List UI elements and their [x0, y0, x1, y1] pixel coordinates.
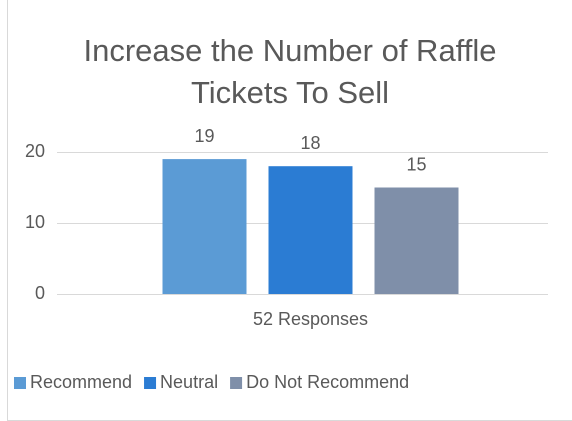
legend-label: Do Not Recommend [246, 372, 409, 392]
data-label: 19 [194, 126, 214, 146]
y-tick-label: 10 [25, 212, 45, 232]
legend-label: Recommend [30, 372, 132, 392]
x-tick-label: 52 Responses [253, 309, 368, 329]
bar [268, 166, 353, 294]
bar [374, 187, 459, 294]
data-label: 15 [406, 154, 426, 174]
chart-title: Increase the Number of Raffle Tickets To… [83, 33, 497, 110]
bar [162, 159, 247, 294]
legend-swatch [14, 377, 26, 389]
legend-label: Neutral [160, 372, 218, 392]
y-tick-label: 20 [25, 141, 45, 161]
legend-swatch [144, 377, 157, 389]
y-tick-label: 0 [35, 283, 45, 303]
legend-swatch [230, 377, 243, 389]
data-label: 18 [300, 133, 320, 153]
